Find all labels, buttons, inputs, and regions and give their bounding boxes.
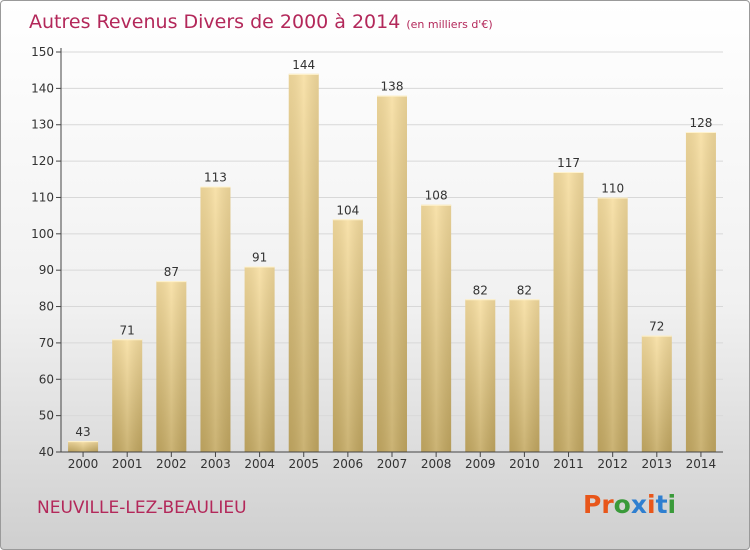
logo-letter: o	[613, 490, 631, 519]
x-tick-label-2000: 2000	[68, 457, 99, 471]
x-tick-label-2006: 2006	[333, 457, 364, 471]
y-tick-label: 120	[31, 154, 54, 168]
value-label-2000: 43	[75, 425, 90, 439]
y-tick-label: 40	[39, 445, 54, 459]
y-tick-label: 70	[39, 336, 54, 350]
bar-shade-2006	[332, 219, 363, 452]
x-tick-label-2002: 2002	[156, 457, 187, 471]
value-label-2002: 87	[164, 265, 179, 279]
y-tick-label: 140	[31, 81, 54, 95]
logo-letter: i	[647, 490, 656, 519]
bar-shade-2007	[376, 95, 408, 453]
y-tick-label: 50	[39, 409, 54, 423]
value-label-2012: 110	[601, 181, 624, 195]
y-tick-label: 110	[31, 190, 54, 204]
bar-shade-2013	[641, 335, 672, 452]
value-label-2011: 117	[557, 156, 580, 170]
x-tick-label-2011: 2011	[553, 457, 584, 471]
value-label-2014: 128	[689, 116, 712, 130]
x-tick-label-2013: 2013	[642, 457, 673, 471]
y-tick-label: 150	[31, 45, 54, 59]
value-label-2005: 144	[292, 58, 315, 72]
bar-shade-2003	[200, 186, 231, 452]
bar-shade-2002	[156, 281, 187, 452]
x-tick-label-2008: 2008	[421, 457, 452, 471]
y-tick-label: 80	[39, 300, 54, 314]
bar-shade-2010	[509, 299, 540, 452]
chart-title-text: Autres Revenus Divers de 2000 à 2014	[29, 11, 401, 33]
value-label-2006: 104	[336, 203, 359, 217]
bar-shade-2000	[68, 441, 99, 452]
bar-chart: 40 50 60 70 80 90 100 110 120 130 140 150 2000 2001 20…	[31, 45, 723, 471]
value-label-2009: 82	[473, 283, 488, 297]
y-tick-label: 90	[39, 263, 54, 277]
x-tick-label-2003: 2003	[200, 457, 231, 471]
x-tick-label-2001: 2001	[112, 457, 143, 471]
bar-shade-2012	[597, 197, 628, 452]
chart-title: Autres Revenus Divers de 2000 à 2014 (en …	[29, 11, 493, 33]
x-tick-label-2009: 2009	[465, 457, 496, 471]
value-label-2003: 113	[204, 171, 227, 185]
commune-name: NEUVILLE-LEZ-BEAULIEU	[37, 498, 247, 518]
bar-shade-2009	[465, 299, 496, 452]
bar-shade-2001	[112, 339, 143, 452]
logo-letter: t	[655, 490, 668, 519]
proxiti-logo: Proxiti	[583, 490, 676, 519]
x-tick-label-2010: 2010	[509, 457, 540, 471]
y-tick-label: 100	[31, 227, 54, 241]
value-label-2007: 138	[381, 80, 404, 94]
x-tick-label-2004: 2004	[244, 457, 275, 471]
bar-shade-2011	[553, 172, 584, 452]
y-tick-label: 130	[31, 118, 54, 132]
x-tick-label-2007: 2007	[377, 457, 408, 471]
bar-shade-2005	[288, 73, 319, 453]
bar-shade-2008	[421, 204, 452, 452]
x-tick-label-2005: 2005	[288, 457, 319, 471]
value-label-2008: 108	[425, 189, 448, 203]
value-label-2013: 72	[649, 320, 664, 334]
value-label-2001: 71	[120, 323, 135, 337]
value-label-2004: 91	[252, 251, 267, 265]
bar-shade-2004	[244, 266, 275, 452]
x-tick-label-2014: 2014	[686, 457, 717, 471]
value-label-2010: 82	[517, 283, 532, 297]
logo-letter: r	[601, 490, 614, 519]
logo-letter: P	[583, 490, 602, 519]
bar-shade-2014	[685, 132, 716, 452]
logo-letter: x	[630, 490, 647, 519]
x-tick-label-2012: 2012	[597, 457, 628, 471]
y-tick-label: 60	[39, 372, 54, 386]
logo-letter: i	[667, 490, 677, 519]
chart-subtitle: (en milliers d'€)	[406, 18, 493, 31]
